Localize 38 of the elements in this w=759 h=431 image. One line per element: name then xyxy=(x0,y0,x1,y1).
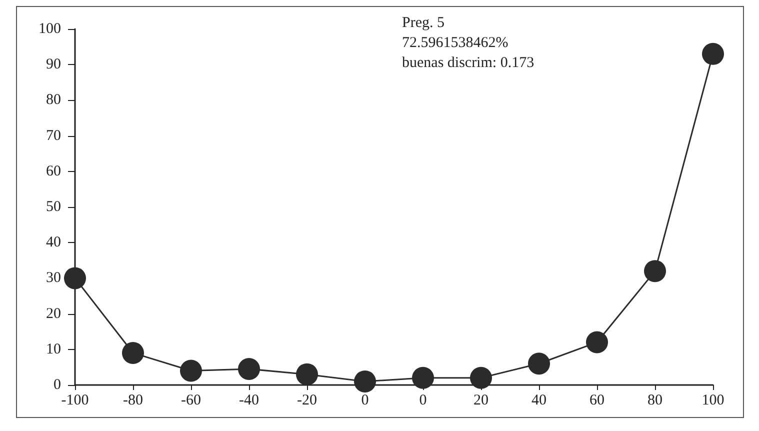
y-tick-label: 30 xyxy=(46,270,61,286)
point xyxy=(296,363,318,386)
annotation: 72.5961538462% xyxy=(402,35,508,51)
point xyxy=(702,42,724,65)
point xyxy=(470,366,492,389)
x-tick-label: 0 xyxy=(419,392,427,408)
x-tick-label: 80 xyxy=(648,392,662,408)
y-tick-label: 80 xyxy=(46,92,61,108)
y-tick-label: 40 xyxy=(46,234,61,251)
x-tick-label: 60 xyxy=(590,392,604,408)
x-tick-label: 20 xyxy=(474,392,488,408)
point xyxy=(528,352,550,375)
annotation: buenas discrim: 0.173 xyxy=(402,55,534,71)
y-tick-label: 100 xyxy=(38,21,61,37)
point xyxy=(122,342,144,364)
point xyxy=(586,331,608,354)
x-tick-label: 0 xyxy=(361,392,369,408)
y-tick-label: 90 xyxy=(46,56,61,73)
y-tick-label: 50 xyxy=(46,199,61,215)
y-tick-label: 0 xyxy=(54,377,61,393)
x-tick-label: -40 xyxy=(239,392,259,408)
x-tick-label: -80 xyxy=(123,392,143,408)
x-tick-label: -20 xyxy=(297,392,317,408)
x-tick-label: -60 xyxy=(181,392,201,408)
x-tick-label: 100 xyxy=(702,392,724,408)
annotation: Preg. 5 xyxy=(402,15,444,31)
point xyxy=(644,260,666,282)
y-tick-label: 70 xyxy=(46,128,61,144)
y-tick-label: 20 xyxy=(46,306,61,322)
point xyxy=(354,370,376,392)
point xyxy=(64,267,86,290)
point xyxy=(180,360,202,382)
point xyxy=(238,358,260,380)
y-tick-label: 60 xyxy=(46,163,61,180)
point xyxy=(412,366,434,389)
x-tick-label: 40 xyxy=(532,392,546,408)
x-tick-label: -100 xyxy=(61,392,89,408)
y-tick-label: 10 xyxy=(46,341,61,358)
